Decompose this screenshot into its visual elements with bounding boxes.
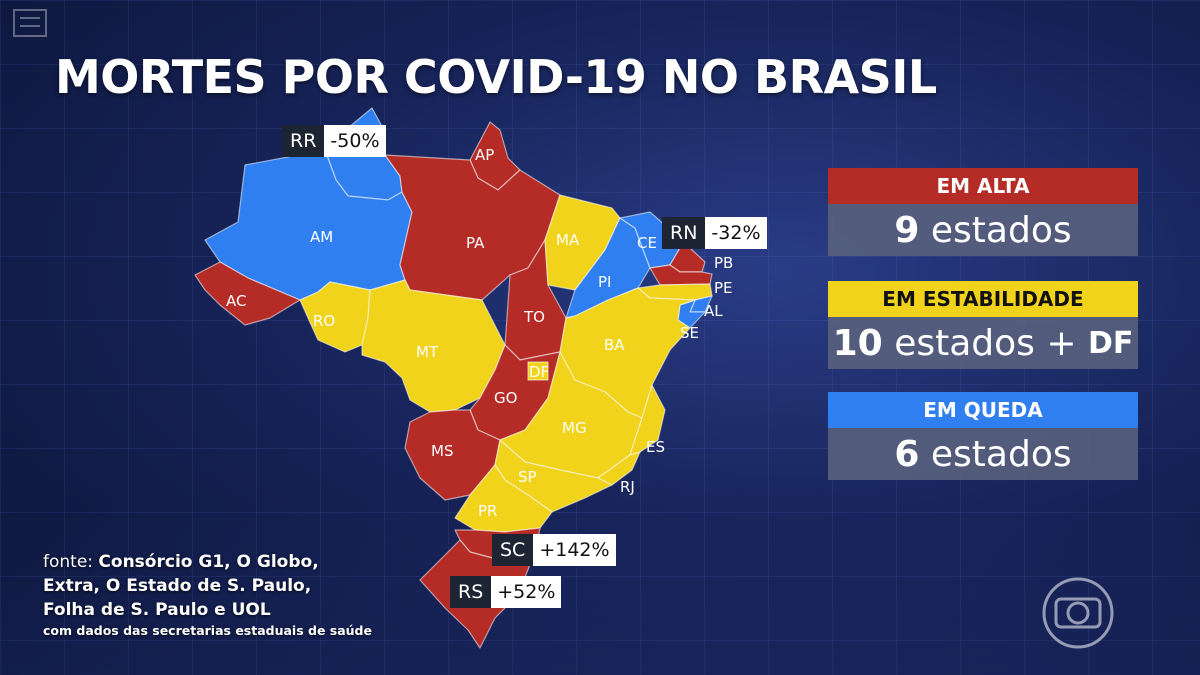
map-label-go: GO (494, 389, 517, 407)
legend-queda-count: 6 estados (828, 428, 1138, 480)
map-label-pi: PI (598, 273, 611, 291)
source-line-1: fonte: Consórcio G1, O Globo, (43, 550, 423, 574)
map-label-to: TO (523, 308, 545, 326)
legend-queda-label: EM QUEDA (828, 392, 1138, 428)
legend-alta-count: 9 estados (828, 204, 1138, 256)
source-line-3: Folha de S. Paulo e UOL (43, 598, 423, 622)
legend-estabilidade-count: 10 estados + DF (828, 317, 1138, 369)
legend-alta-text: estados (931, 210, 1072, 251)
legend-alta-number: 9 (894, 210, 919, 251)
callout-rs-value: +52% (491, 576, 561, 608)
legend-estabilidade: EM ESTABILIDADE 10 estados + DF (828, 281, 1138, 369)
map-label-al: AL (704, 302, 723, 320)
map-label-am: AM (310, 228, 333, 246)
callout-rs: RS +52% (450, 576, 561, 608)
map-label-df: DF (529, 363, 549, 381)
map-label-pr: PR (478, 502, 497, 520)
callout-rn-code: RN (662, 217, 705, 249)
callout-rn-value: -32% (705, 217, 766, 249)
map-label-rj: RJ (620, 478, 635, 496)
legend-estabilidade-text: estados + (894, 323, 1076, 364)
map-label-ac: AC (226, 292, 246, 310)
callout-rs-code: RS (450, 576, 491, 608)
callout-rn: RN -32% (662, 217, 767, 249)
map-label-pe: PE (714, 279, 733, 297)
map-label-ap: AP (475, 146, 494, 164)
legend-alta: EM ALTA 9 estados (828, 168, 1138, 256)
map-label-es: ES (646, 438, 665, 456)
source-line1-text: Consórcio G1, O Globo, (98, 552, 318, 572)
source-note-text: com dados das secretarias estaduais de s… (43, 622, 423, 640)
map-label-ma: MA (556, 231, 580, 249)
source-line-2: Extra, O Estado de S. Paulo, (43, 574, 423, 598)
legend-queda: EM QUEDA 6 estados (828, 392, 1138, 480)
legend-queda-text: estados (931, 434, 1072, 475)
map-label-ro: RO (313, 312, 335, 330)
map-label-mg: MG (562, 419, 587, 437)
map-label-pa: PA (466, 234, 485, 252)
legend-estabilidade-number: 10 (833, 323, 883, 364)
map-label-sp: SP (518, 468, 537, 486)
map-label-ce: CE (637, 234, 657, 252)
callout-sc-code: SC (492, 534, 533, 566)
callout-sc: SC +142% (492, 534, 616, 566)
legend-alta-label: EM ALTA (828, 168, 1138, 204)
callout-sc-value: +142% (533, 534, 615, 566)
map-label-ms: MS (431, 442, 453, 460)
callout-rr-value: -50% (324, 125, 385, 157)
map-label-ba: BA (604, 336, 625, 354)
globo-logo-icon (1040, 575, 1116, 651)
legend-estabilidade-label: EM ESTABILIDADE (828, 281, 1138, 317)
callout-rr-code: RR (282, 125, 324, 157)
callout-rr: RR -50% (282, 125, 386, 157)
source-prefix: fonte: (43, 552, 93, 572)
legend-queda-number: 6 (894, 434, 919, 475)
map-label-pb: PB (714, 254, 733, 272)
map-label-mt: MT (416, 343, 439, 361)
legend-estabilidade-extra: DF (1088, 326, 1133, 361)
map-label-se: SE (680, 324, 699, 342)
source-note: fonte: Consórcio G1, O Globo, Extra, O E… (43, 550, 423, 640)
